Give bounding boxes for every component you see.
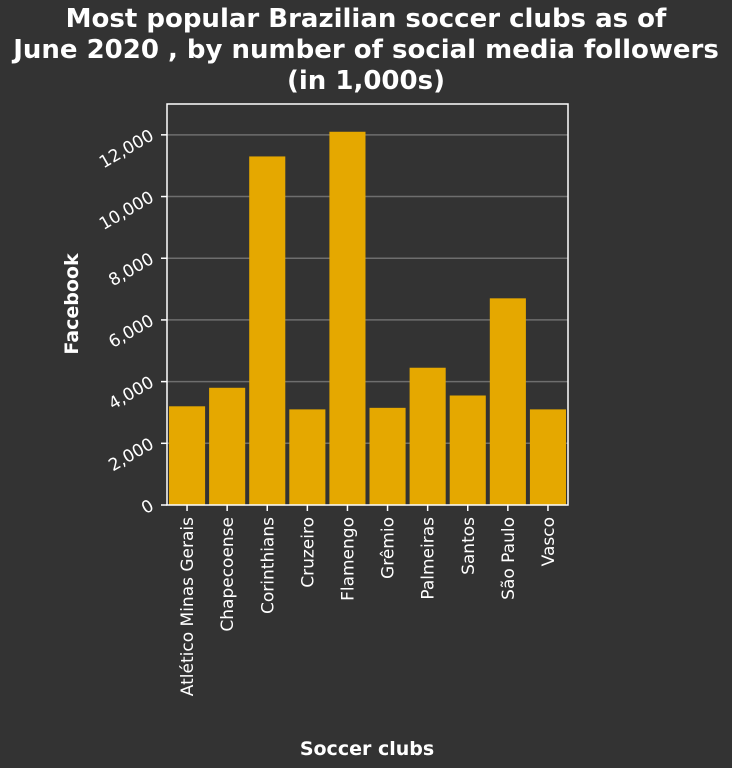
y-tick-label: 0 xyxy=(138,496,157,519)
y-tick-label: 2,000 xyxy=(105,434,157,476)
bar xyxy=(249,156,285,505)
bar xyxy=(530,409,566,505)
bar xyxy=(490,298,526,505)
y-axis-title: Facebook xyxy=(61,253,83,355)
x-tick-label: São Paulo xyxy=(499,517,519,600)
y-tick-label: 8,000 xyxy=(105,249,157,291)
x-axis-title: Soccer clubs xyxy=(300,738,434,760)
x-tick-label: Grêmio xyxy=(379,517,399,579)
x-tick-label: Chapecoense xyxy=(218,517,238,632)
x-tick-label: Atlético Minas Gerais xyxy=(178,517,198,696)
bar xyxy=(450,395,486,505)
bar xyxy=(289,409,325,505)
bar xyxy=(329,132,365,505)
x-tick-label: Santos xyxy=(459,517,479,575)
x-tick-label: Cruzeiro xyxy=(298,517,318,588)
y-tick-label: 4,000 xyxy=(105,373,157,415)
y-tick-label: 12,000 xyxy=(96,126,158,173)
x-tick-label: Vasco xyxy=(539,517,559,566)
bar xyxy=(410,368,446,505)
x-tick-label: Palmeiras xyxy=(419,517,439,600)
bar xyxy=(370,408,406,505)
bar xyxy=(169,406,205,505)
x-tick-label: Corinthians xyxy=(258,517,278,614)
y-tick-label: 6,000 xyxy=(105,311,157,353)
x-tick-label: Flamengo xyxy=(338,517,358,601)
y-tick-label: 10,000 xyxy=(96,188,158,235)
bar xyxy=(209,388,245,505)
